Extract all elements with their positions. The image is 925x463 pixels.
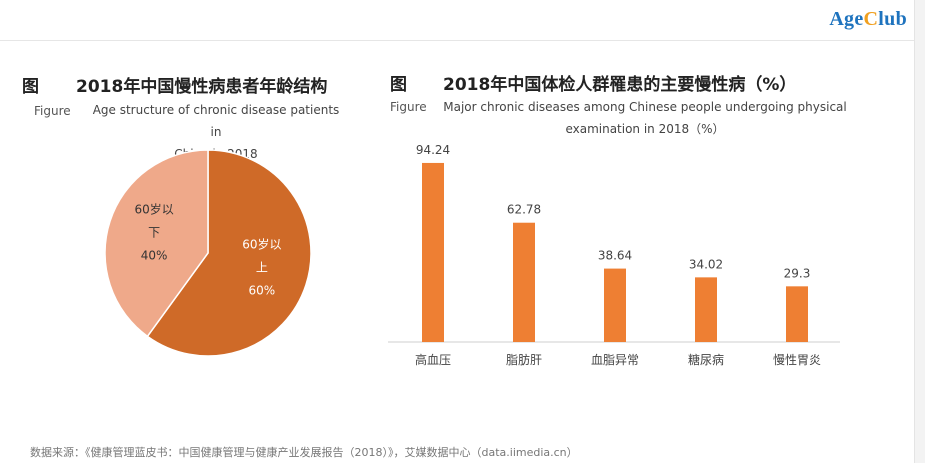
bar-value-label-2: 62.78 [507, 203, 541, 217]
right-panel-subtitle: Major chronic diseases among Chinese peo… [440, 96, 850, 140]
bar-value-label-1: 94.24 [416, 143, 450, 157]
logo-part-lub: lub [878, 8, 907, 30]
left-panel-title: 2018年中国慢性病患者年龄结构 [76, 77, 328, 97]
scrollbar-track[interactable] [914, 0, 925, 463]
right-panel-title: 2018年中国体检人群罹患的主要慢性病（%） [443, 75, 797, 95]
bar-value-label-4: 34.02 [689, 257, 723, 271]
pie-slice-60-and-above-value: 60% [249, 284, 276, 298]
bar-value-label-5: 29.3 [784, 266, 811, 280]
logo-part-c: C [863, 8, 879, 30]
pie-slice-below-60-label-line1: 60岁以 [134, 201, 173, 216]
bar-chart-svg: 94.24 高血压 62.78 脂肪肝 38.64 血脂异常 34.02 糖尿病 29.3 慢性胃… [388, 143, 840, 367]
left-subtitle-line1: Age structure of chronic disease patient… [92, 103, 340, 139]
bar-3 [604, 268, 626, 342]
left-figure-label: 图 [22, 77, 39, 97]
pie-slice-below-60 [104, 149, 209, 338]
pie-slice-below-60-label-line2: 下 [148, 225, 160, 239]
left-figure-word: Figure [34, 104, 71, 118]
data-source-note: 数据来源：《健康管理蓝皮书：中国健康管理与健康产业发展报告（2018）》，艾媒数… [30, 446, 578, 459]
bar-value-label-3: 38.64 [598, 249, 632, 263]
right-figure-label: 图 [390, 75, 407, 95]
bar-category-label-4: 糖尿病 [688, 352, 724, 367]
bar-1 [422, 162, 444, 342]
logo-part-age: Age [829, 8, 864, 30]
right-subtitle-line2: examination in 2018（%） [565, 122, 725, 136]
bar-category-label-3: 血脂异常 [591, 352, 639, 367]
pie-slice-below-60-value: 40% [141, 248, 168, 262]
bar-4 [695, 277, 717, 342]
pie-slice-60-and-above [146, 149, 312, 357]
bar-category-label-2: 脂肪肝 [506, 352, 542, 367]
bar-chart: 94.24 高血压 62.78 脂肪肝 38.64 血脂异常 34.02 糖尿病 29.3 慢性胃… [388, 130, 843, 384]
right-subtitle-line1: Major chronic diseases among Chinese peo… [443, 100, 847, 114]
bar-category-label-5: 慢性胃炎 [773, 353, 821, 367]
pie-slice-60-and-above-label-line1: 60岁以 [242, 237, 281, 252]
header-bar: AgeClub [0, 0, 925, 41]
pie-slice-60-and-above-label-line2: 上 [256, 261, 268, 275]
bar-2 [513, 222, 535, 342]
bar-category-label-1: 高血压 [415, 352, 451, 367]
bar-5 [786, 286, 808, 342]
right-figure-word: Figure [390, 100, 427, 114]
ageclub-logo[interactable]: AgeClub [829, 8, 907, 31]
pie-chart: 60岁以上 60% 60岁以下 40% [103, 148, 313, 362]
